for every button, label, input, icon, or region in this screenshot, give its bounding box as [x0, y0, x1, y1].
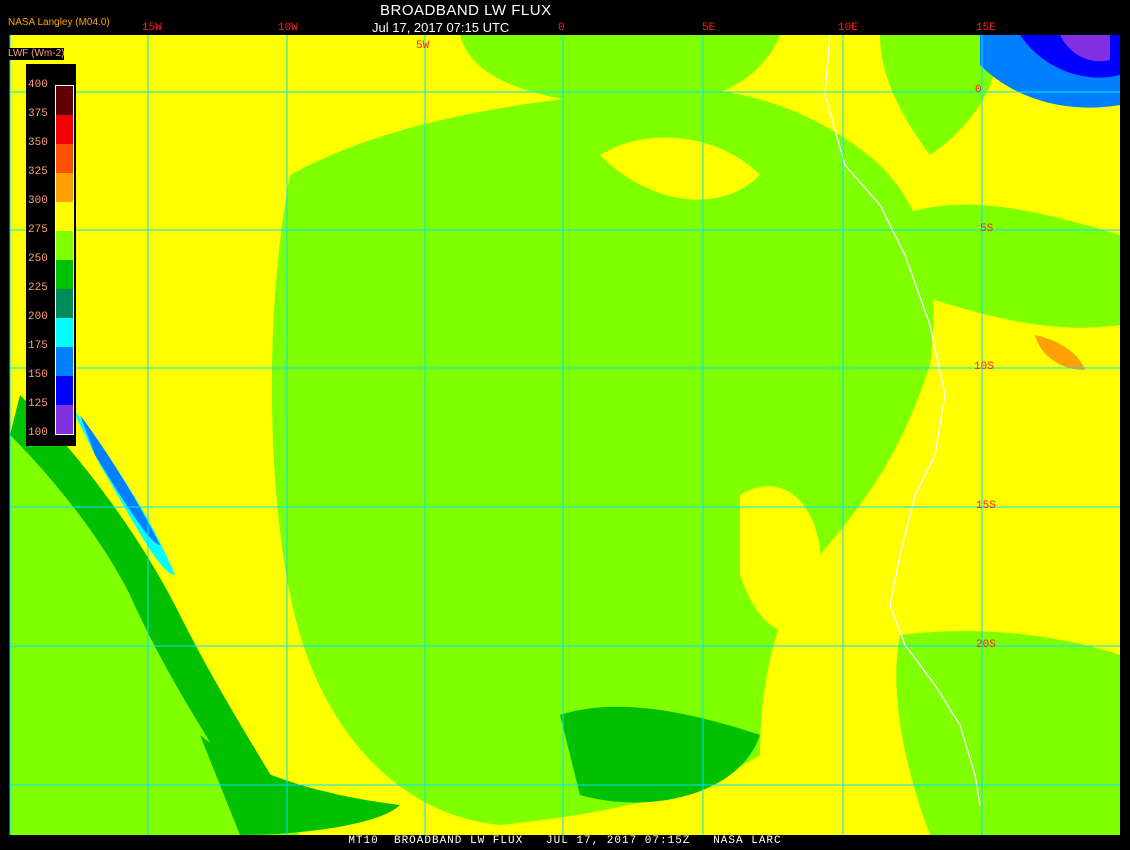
- lat-label-0: 0: [975, 84, 982, 96]
- lat-label-5s: 5S: [980, 223, 994, 235]
- legend-tick-label: 375: [28, 108, 48, 120]
- lon-label-15e: 15E: [976, 22, 996, 34]
- legend-colorbar: [55, 85, 74, 435]
- flux-field: [10, 35, 1120, 835]
- legend-swatch: [56, 86, 73, 115]
- legend-swatch: [56, 347, 73, 376]
- legend-swatch: [56, 115, 73, 144]
- legend-tick-label: 150: [28, 369, 48, 381]
- legend-tick-label: 225: [28, 282, 48, 294]
- lat-label-10s: 10S: [974, 361, 994, 373]
- lon-label-10e: 10E: [838, 22, 858, 34]
- legend-swatch: [56, 202, 73, 231]
- legend-tick-label: 100: [28, 427, 48, 439]
- legend-swatch: [56, 318, 73, 347]
- lon-label-5w: 5W: [416, 40, 430, 52]
- coastline: [824, 35, 981, 806]
- footer-caption: MT10 BROADBAND LW FLUX JUL 17, 2017 07:1…: [348, 835, 782, 847]
- source-label: NASA Langley (M04.0): [8, 17, 110, 28]
- legend-tick-label: 175: [28, 340, 48, 352]
- legend-swatch: [56, 173, 73, 202]
- map-title: BROADBAND LW FLUX: [380, 2, 552, 19]
- legend-tick-label: 125: [28, 398, 48, 410]
- legend-swatch: [56, 405, 73, 434]
- legend-tick-label: 275: [28, 224, 48, 236]
- lw-flux-map: [9, 35, 1120, 835]
- lon-label-10w: 10W: [278, 22, 298, 34]
- legend-swatch: [56, 289, 73, 318]
- legend-swatch: [56, 231, 73, 260]
- lat-label-15s: 15S: [976, 500, 996, 512]
- map-timestamp: Jul 17, 2017 07:15 UTC: [372, 20, 510, 35]
- lon-label-15w: 15W: [142, 22, 162, 34]
- legend-swatch: [56, 376, 73, 405]
- graticule: [9, 35, 1120, 835]
- legend-tick-label: 250: [28, 253, 48, 265]
- legend-title: LWF (Wm-2): [8, 48, 65, 60]
- legend-tick-label: 300: [28, 195, 48, 207]
- lat-label-20s: 20S: [976, 639, 996, 651]
- legend-tick-label: 200: [28, 311, 48, 323]
- legend-swatch: [56, 260, 73, 289]
- legend-tick-label: 400: [28, 79, 48, 91]
- lon-label-0: 0: [558, 22, 565, 34]
- legend-tick-label: 350: [28, 137, 48, 149]
- legend-swatch: [56, 144, 73, 173]
- lon-label-5e: 5E: [702, 22, 716, 34]
- color-legend: 400 375 350 325 300 275 250 225 200 175 150 125 100: [26, 64, 76, 446]
- legend-tick-label: 325: [28, 166, 48, 178]
